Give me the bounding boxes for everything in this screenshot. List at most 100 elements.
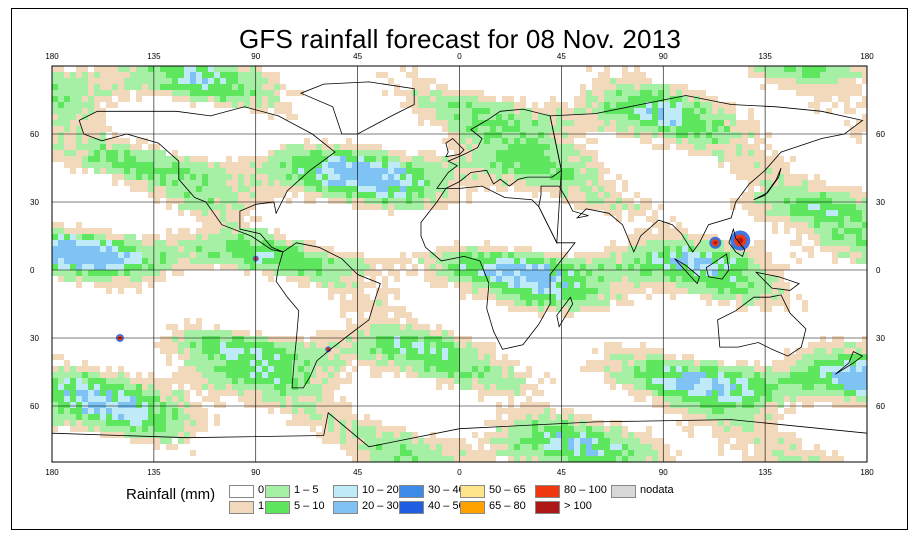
rain-cell <box>478 126 484 132</box>
rain-cell <box>94 252 100 258</box>
rain-cell <box>100 396 106 402</box>
rain-cell <box>340 360 346 366</box>
rain-cell <box>490 444 496 450</box>
rain-cell <box>166 186 172 192</box>
rain-cell <box>190 258 196 264</box>
rain-cell <box>826 66 832 72</box>
rain-cell <box>328 252 334 258</box>
rain-cell <box>94 426 100 432</box>
rain-cell <box>778 456 784 462</box>
rain-cell <box>712 378 718 384</box>
rain-cell <box>298 276 304 282</box>
rain-cell <box>460 270 466 276</box>
rain-cell <box>280 180 286 186</box>
rain-cell <box>568 120 574 126</box>
rain-cell <box>430 252 436 258</box>
rain-cell <box>328 354 334 360</box>
rain-cell <box>340 312 346 318</box>
rain-cell <box>646 96 652 102</box>
rain-cell <box>94 414 100 420</box>
rain-cell <box>526 150 532 156</box>
rain-cell <box>682 414 688 420</box>
rain-cell <box>796 78 802 84</box>
rain-cell <box>586 186 592 192</box>
rain-cell <box>688 144 694 150</box>
rain-cell <box>526 420 532 426</box>
rain-cell <box>778 72 784 78</box>
rain-cell <box>94 150 100 156</box>
rain-cell <box>154 186 160 192</box>
rain-cell <box>316 252 322 258</box>
rain-cell <box>688 234 694 240</box>
rain-cell <box>286 150 292 156</box>
rain-cell <box>820 360 826 366</box>
rain-cell <box>316 408 322 414</box>
rain-cell <box>592 186 598 192</box>
rain-cell <box>118 396 124 402</box>
rain-cell <box>592 348 598 354</box>
rain-cell <box>610 258 616 264</box>
rain-cell <box>352 456 358 462</box>
rain-cell <box>106 90 112 96</box>
rain-cell <box>628 384 634 390</box>
rain-cell <box>610 438 616 444</box>
rain-cell <box>100 390 106 396</box>
rain-cell <box>64 366 70 372</box>
rain-cell <box>646 360 652 366</box>
rain-cell <box>358 318 364 324</box>
rain-cell <box>658 396 664 402</box>
rain-cell <box>160 348 166 354</box>
rain-cell <box>580 420 586 426</box>
rain-cell <box>694 396 700 402</box>
rain-cell <box>784 84 790 90</box>
rain-cell <box>562 300 568 306</box>
rain-cell <box>748 294 754 300</box>
rain-cell <box>682 276 688 282</box>
rain-cell <box>718 402 724 408</box>
rain-cell <box>676 450 682 456</box>
rain-cell <box>58 72 64 78</box>
rain-cell <box>574 444 580 450</box>
rain-cell <box>328 408 334 414</box>
rain-cell <box>820 354 826 360</box>
rain-cell <box>520 408 526 414</box>
rain-cell <box>442 168 448 174</box>
rain-cell <box>364 456 370 462</box>
rain-cell <box>598 204 604 210</box>
rain-cell <box>124 240 130 246</box>
rain-cell <box>70 138 76 144</box>
rain-cell <box>634 96 640 102</box>
rain-cell <box>724 102 730 108</box>
rain-cell <box>412 102 418 108</box>
rain-cell <box>112 156 118 162</box>
rain-cell <box>82 102 88 108</box>
rain-cell <box>208 174 214 180</box>
rain-cell <box>772 300 778 306</box>
rain-cell <box>466 450 472 456</box>
rain-cell <box>790 396 796 402</box>
rain-cell <box>856 210 862 216</box>
rain-cell <box>460 102 466 108</box>
rain-cell <box>52 378 58 384</box>
rain-cell <box>820 72 826 78</box>
rain-cell <box>352 420 358 426</box>
rain-cell <box>772 294 778 300</box>
rain-cell <box>58 222 64 228</box>
rain-cell <box>196 372 202 378</box>
rain-cell <box>694 384 700 390</box>
rain-cell <box>196 246 202 252</box>
rain-cell <box>742 378 748 384</box>
rain-cell <box>640 270 646 276</box>
rain-cell <box>136 408 142 414</box>
rain-cell <box>460 354 466 360</box>
rain-cell <box>208 336 214 342</box>
rain-cell <box>652 282 658 288</box>
rain-cell <box>466 126 472 132</box>
rain-cell <box>274 336 280 342</box>
rain-cell <box>724 126 730 132</box>
rain-cell <box>460 342 466 348</box>
rain-cell <box>682 288 688 294</box>
rain-cell <box>202 168 208 174</box>
rain-cell <box>118 156 124 162</box>
rain-cell <box>184 66 190 72</box>
